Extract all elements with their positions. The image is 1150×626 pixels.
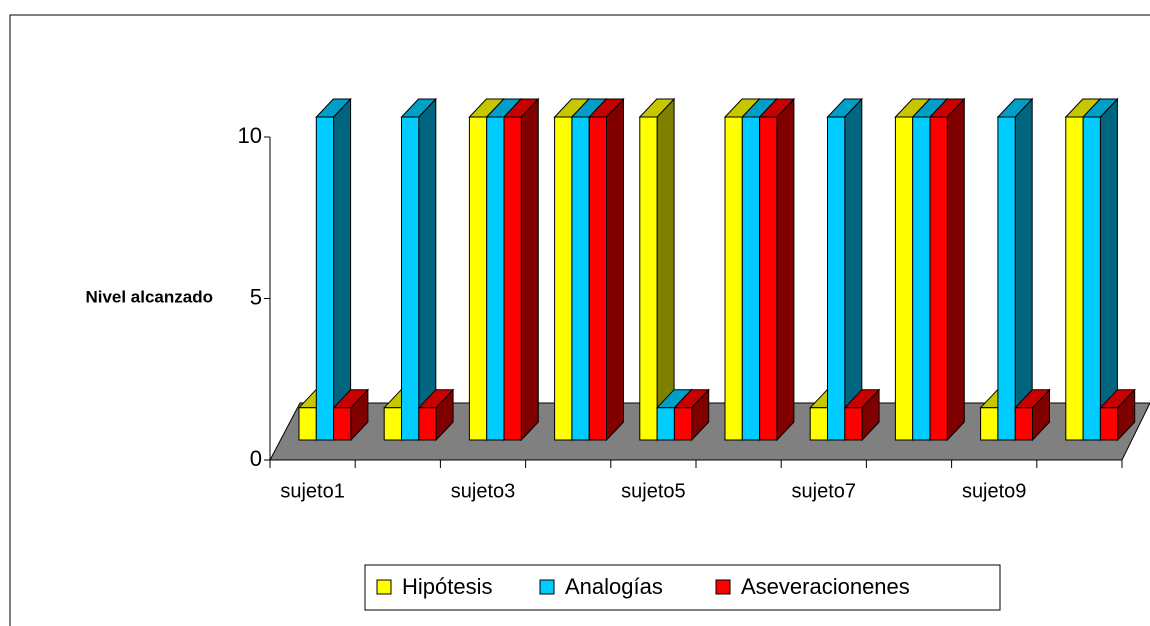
bar-front xyxy=(298,407,317,441)
bar-side xyxy=(520,97,539,442)
bar-front xyxy=(912,116,931,441)
bar xyxy=(638,97,676,442)
bar-front xyxy=(1065,116,1084,441)
x-tick-label: sujeto5 xyxy=(621,480,686,502)
bar-side xyxy=(776,97,795,442)
y-axis-label: Nivel alcanzado xyxy=(85,287,213,306)
legend xyxy=(364,564,1001,611)
bar-front xyxy=(1014,407,1033,441)
bar xyxy=(826,97,863,442)
bar-front xyxy=(468,116,488,441)
bar-front xyxy=(656,407,675,441)
x-tick-label: sujeto3 xyxy=(451,480,516,502)
legend-swatch xyxy=(376,579,392,595)
bar xyxy=(588,97,625,442)
bar-side xyxy=(1099,97,1118,442)
legend-swatch xyxy=(539,579,555,595)
bar-front xyxy=(929,116,948,441)
bar xyxy=(673,388,710,442)
bar-side xyxy=(946,97,965,442)
bar-front xyxy=(827,116,846,441)
bar-front xyxy=(639,116,658,441)
bar xyxy=(1099,388,1136,442)
bar-front xyxy=(503,116,522,441)
legend-label: Aseveracionenes xyxy=(741,574,910,599)
bar-front xyxy=(759,116,778,441)
legend-label: Hipótesis xyxy=(402,574,492,599)
bar-front xyxy=(554,116,573,441)
bar xyxy=(843,388,881,442)
bar-side xyxy=(333,97,352,442)
bar-front xyxy=(980,407,999,441)
bar-front xyxy=(333,407,352,441)
bar-side xyxy=(656,97,675,442)
bar xyxy=(996,97,1034,442)
bar xyxy=(502,97,540,442)
legend-swatch xyxy=(715,579,731,595)
bar xyxy=(400,97,437,442)
bar-front xyxy=(894,116,914,441)
bar-side xyxy=(1014,97,1033,442)
x-tick-label: sujeto7 xyxy=(792,480,857,502)
bar xyxy=(1014,388,1051,442)
bar xyxy=(928,97,966,442)
y-tick-label: 10 xyxy=(238,123,262,148)
bar-front xyxy=(1082,116,1101,441)
bar-side xyxy=(844,97,863,442)
bar-front xyxy=(1099,407,1119,441)
bar-front xyxy=(571,116,590,441)
chart-frame xyxy=(9,14,1150,626)
bar-front xyxy=(401,116,420,441)
bar-front xyxy=(844,407,863,441)
legend-label: Analogías xyxy=(565,574,663,599)
bar-front xyxy=(673,407,693,441)
bar xyxy=(758,97,796,442)
bar-side xyxy=(606,97,624,442)
bar-front xyxy=(741,116,761,441)
bar-front xyxy=(724,116,743,441)
bar xyxy=(332,388,370,442)
bar-front xyxy=(809,407,828,441)
y-tick-label: 5 xyxy=(250,284,262,309)
bar-front xyxy=(997,116,1016,441)
bar-front xyxy=(383,407,402,441)
bar xyxy=(1081,97,1119,442)
x-tick-label: sujeto1 xyxy=(280,480,345,502)
y-tick-label: 0 xyxy=(250,446,262,471)
bar-front xyxy=(315,116,335,441)
bar-front xyxy=(486,116,505,441)
bar xyxy=(315,97,352,442)
bar-side xyxy=(418,97,437,442)
bar-front xyxy=(418,407,437,441)
x-tick-label: sujeto9 xyxy=(962,480,1027,502)
bar xyxy=(417,388,455,442)
bar-front xyxy=(588,116,607,441)
